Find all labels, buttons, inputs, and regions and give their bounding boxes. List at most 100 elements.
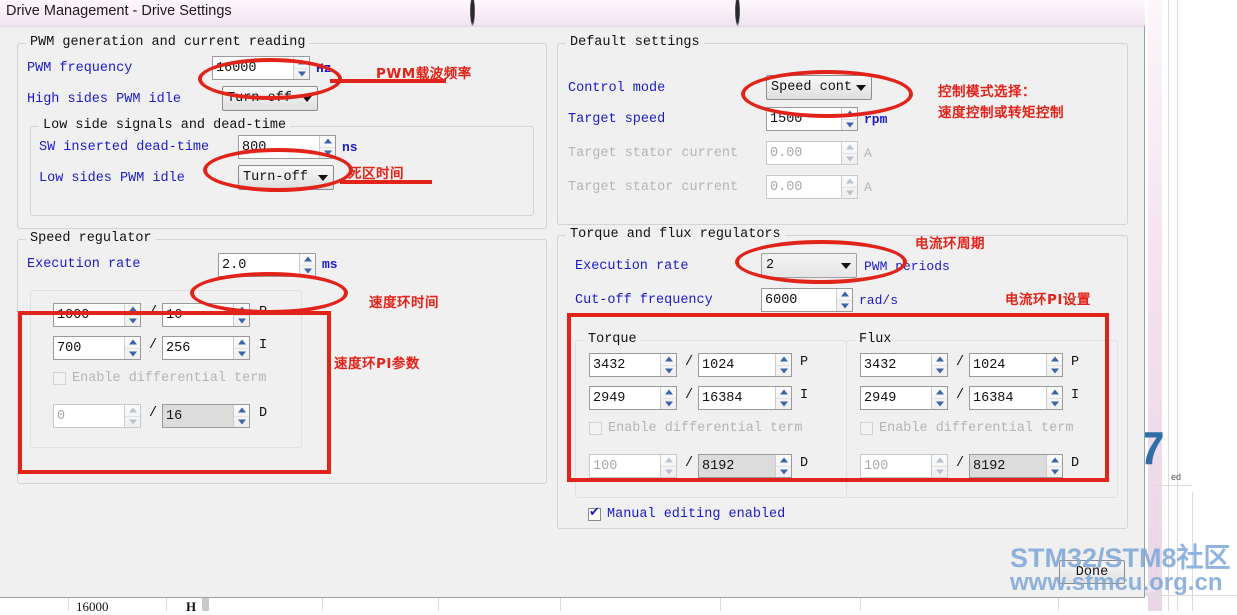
input-target-speed[interactable]: 1500 — [766, 107, 858, 131]
spinner-down-icon[interactable] — [1047, 397, 1062, 410]
spinner-down-icon[interactable] — [125, 347, 140, 360]
input-speed-kd-numerator[interactable]: 0 — [53, 404, 141, 428]
input-torque-kp-numerator[interactable]: 3432 — [589, 353, 677, 377]
spinner-up-icon[interactable] — [842, 108, 857, 119]
spinner-down-icon[interactable] — [932, 397, 947, 410]
input-speed-kp-numerator-spinner[interactable] — [124, 304, 140, 326]
input-speed-kd-denominator-spinner[interactable] — [233, 405, 249, 427]
input-speed-kp-numerator[interactable]: 1000 — [53, 303, 141, 327]
spinner-down-icon[interactable] — [932, 465, 947, 478]
input-cutoff-frequency-spinner[interactable] — [836, 289, 852, 311]
input-flux-kp-numerator[interactable]: 3432 — [860, 353, 948, 377]
input-torque-ki-denominator-spinner[interactable] — [775, 387, 791, 409]
spinner-up-icon[interactable] — [842, 176, 857, 187]
input-torque-kd-denominator-spinner[interactable] — [775, 455, 791, 477]
input-target-speed-spinner[interactable] — [841, 108, 857, 130]
spinner-up-icon[interactable] — [300, 254, 315, 265]
checkbox-speed-enable-differential[interactable]: Enable differential term — [53, 371, 266, 386]
spinner-up-icon[interactable] — [125, 304, 140, 315]
input-torque-kp-denominator[interactable]: 1024 — [698, 353, 792, 377]
spinner-up-icon[interactable] — [776, 455, 791, 466]
input-speed-kp-denominator-spinner[interactable] — [233, 304, 249, 326]
input-sw-inserted-dead-time[interactable]: 800 — [238, 135, 336, 159]
spinner-up-icon[interactable] — [294, 57, 309, 68]
spinner-down-icon[interactable] — [234, 347, 249, 360]
input-flux-kd-denominator-spinner[interactable] — [1046, 455, 1062, 477]
spinner-up-icon[interactable] — [776, 387, 791, 398]
spinner-up-icon[interactable] — [661, 455, 676, 466]
input-flux-kp-denominator[interactable]: 1024 — [969, 353, 1063, 377]
input-flux-kp-numerator-spinner[interactable] — [931, 354, 947, 376]
spinner-down-icon[interactable] — [1047, 465, 1062, 478]
spinner-up-icon[interactable] — [234, 337, 249, 348]
checkbox-icon[interactable] — [588, 505, 601, 521]
select-control-mode[interactable]: Speed cont: — [766, 75, 872, 100]
spinner-down-icon[interactable] — [125, 415, 140, 428]
spinner-down-icon[interactable] — [842, 186, 857, 199]
input-flux-ki-denominator-spinner[interactable] — [1046, 387, 1062, 409]
spinner-up-icon[interactable] — [234, 304, 249, 315]
spinner-down-icon[interactable] — [837, 299, 852, 312]
input-target-stator-current-2[interactable]: 0.00 — [766, 175, 858, 199]
input-speed-ki-denominator[interactable]: 256 — [162, 336, 250, 360]
input-torque-ki-numerator-spinner[interactable] — [660, 387, 676, 409]
input-speed-ki-denominator-spinner[interactable] — [233, 337, 249, 359]
input-speed-kd-denominator[interactable]: 16 — [162, 404, 250, 428]
spinner-up-icon[interactable] — [1047, 354, 1062, 365]
input-flux-kd-numerator-spinner[interactable] — [931, 455, 947, 477]
spinner-up-icon[interactable] — [776, 354, 791, 365]
spinner-down-icon[interactable] — [294, 67, 309, 80]
checkbox-flux-enable-differential[interactable]: Enable differential term — [860, 421, 1073, 436]
input-speed-execution-rate[interactable]: 2.0 — [218, 253, 316, 277]
select-high-sides-pwm-idle[interactable]: Turn-off — [222, 86, 318, 111]
input-pwm-frequency[interactable]: 16000 — [212, 56, 310, 80]
spinner-down-icon[interactable] — [320, 146, 335, 159]
input-speed-execution-rate-spinner[interactable] — [299, 254, 315, 276]
spinner-down-icon[interactable] — [776, 364, 791, 377]
checkbox-manual-editing-enabled[interactable]: Manual editing enabled — [588, 505, 785, 522]
select-tf-execution-rate[interactable]: 2 — [761, 253, 857, 278]
input-pwm-frequency-spinner[interactable] — [293, 57, 309, 79]
input-flux-kp-denominator-spinner[interactable] — [1046, 354, 1062, 376]
behind-scrollbar-track[interactable] — [202, 596, 209, 611]
spinner-up-icon[interactable] — [234, 405, 249, 416]
input-cutoff-frequency[interactable]: 6000 — [761, 288, 853, 312]
input-flux-ki-numerator-spinner[interactable] — [931, 387, 947, 409]
spinner-up-icon[interactable] — [661, 387, 676, 398]
spinner-up-icon[interactable] — [932, 387, 947, 398]
spinner-up-icon[interactable] — [661, 354, 676, 365]
spinner-down-icon[interactable] — [234, 415, 249, 428]
input-flux-ki-denominator[interactable]: 16384 — [969, 386, 1063, 410]
input-speed-ki-numerator-spinner[interactable] — [124, 337, 140, 359]
checkbox-torque-enable-differential[interactable]: Enable differential term — [589, 421, 802, 436]
spinner-down-icon[interactable] — [661, 465, 676, 478]
spinner-up-icon[interactable] — [932, 354, 947, 365]
spinner-down-icon[interactable] — [932, 364, 947, 377]
input-flux-ki-numerator[interactable]: 2949 — [860, 386, 948, 410]
input-flux-kd-numerator[interactable]: 100 — [860, 454, 948, 478]
checkbox-icon[interactable] — [589, 422, 602, 435]
done-button[interactable]: Done — [1059, 560, 1125, 584]
spinner-down-icon[interactable] — [776, 465, 791, 478]
spinner-down-icon[interactable] — [234, 314, 249, 327]
window-titlebar[interactable]: Drive Management - Drive Settings — [0, 0, 1145, 26]
input-sw-inserted-dead-time-spinner[interactable] — [319, 136, 335, 158]
spinner-up-icon[interactable] — [320, 136, 335, 147]
input-torque-ki-numerator[interactable]: 2949 — [589, 386, 677, 410]
input-target-stator-current-1[interactable]: 0.00 — [766, 141, 858, 165]
spinner-down-icon[interactable] — [300, 264, 315, 277]
spinner-down-icon[interactable] — [842, 152, 857, 165]
spinner-up-icon[interactable] — [932, 455, 947, 466]
input-torque-ki-denominator[interactable]: 16384 — [698, 386, 792, 410]
input-flux-kd-denominator[interactable]: 8192 — [969, 454, 1063, 478]
input-speed-ki-numerator[interactable]: 700 — [53, 336, 141, 360]
input-target-stator-current-2-spinner[interactable] — [841, 176, 857, 198]
input-torque-kd-numerator[interactable]: 100 — [589, 454, 677, 478]
spinner-down-icon[interactable] — [661, 364, 676, 377]
checkbox-icon[interactable] — [860, 422, 873, 435]
spinner-up-icon[interactable] — [837, 289, 852, 300]
spinner-down-icon[interactable] — [776, 397, 791, 410]
input-speed-kp-denominator[interactable]: 16 — [162, 303, 250, 327]
spinner-down-icon[interactable] — [125, 314, 140, 327]
select-low-sides-pwm-idle[interactable]: Turn-off — [238, 165, 334, 190]
